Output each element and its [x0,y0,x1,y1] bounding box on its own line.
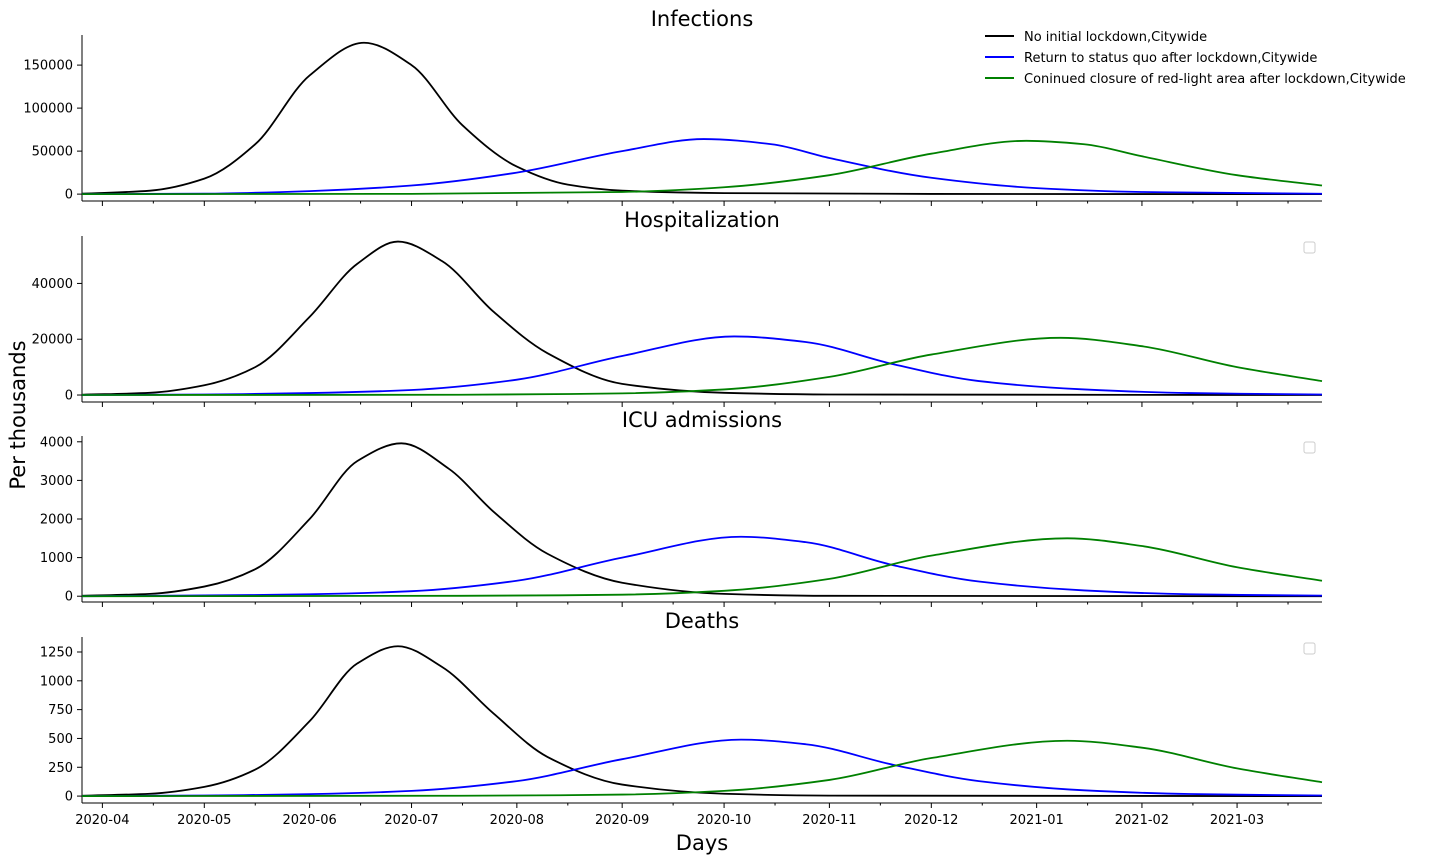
panel-title-infections: Infections [651,7,754,31]
y-tick-label-deaths: 750 [48,703,73,718]
x-tick-label: 2020-06 [282,813,336,828]
y-tick-label-hospitalization: 20000 [32,333,73,348]
empty-legend-box-deaths [1303,642,1316,655]
y-tick-label-deaths: 250 [48,761,73,776]
legend: No initial lockdown,Citywide Return to s… [985,30,1406,87]
x-tick-label: 2020-10 [697,813,751,828]
series-line-return-to-status-quo-after-lockdown-citywide [81,335,1323,396]
y-tick-label-deaths: 500 [48,732,73,747]
series-line-coninued-closure-of-red-light-area-after-lockdown-citywide [81,336,1323,396]
x-tick-label: 2020-11 [802,813,856,828]
panel-title-deaths: Deaths [665,609,739,633]
series-line-return-to-status-quo-after-lockdown-citywide [81,138,1323,196]
x-tick-label: 2020-05 [177,813,231,828]
legend-label-no-lockdown: No initial lockdown,Citywide [1024,30,1207,45]
y-tick-label-infections: 50000 [32,145,73,160]
panels: Infections050000100000150000Hospitalizat… [23,7,1323,828]
x-tick-label: 2020-08 [490,813,544,828]
series-line-return-to-status-quo-after-lockdown-citywide [81,738,1323,797]
series-line-no-initial-lockdown-citywide [81,240,1323,396]
panel-hospitalization: Hospitalization 0 20000 40000 [32,208,1323,407]
y-tick-label-infections: 100000 [23,102,73,117]
x-tick-label: 2021-02 [1115,813,1169,828]
x-tick-label: 2020-04 [75,813,129,828]
series-line-no-initial-lockdown-citywide [81,442,1323,598]
y-tick-label-icu-admissions: 2000 [40,513,73,528]
panel-icu-admissions: ICU admissions 0 1000 2000 3000 4000 [40,408,1323,607]
empty-legend-box-icu-admissions [1303,441,1316,454]
legend-label-status-quo: Return to status quo after lockdown,City… [1024,51,1317,66]
y-tick-label-deaths: 1250 [40,645,73,660]
y-tick-label-deaths: 0 [65,790,73,805]
panel-infections: Infections 0 50000 100000 150000 [23,7,1323,206]
panel-title-icu-admissions: ICU admissions [622,408,782,432]
series-line-return-to-status-quo-after-lockdown-citywide [81,535,1323,598]
y-tick-label-icu-admissions: 0 [65,590,73,605]
y-tick-label-infections: 0 [65,188,73,203]
series-line-coninued-closure-of-red-light-area-after-lockdown-citywide [81,739,1323,797]
series-line-coninued-closure-of-red-light-area-after-lockdown-citywide [81,537,1323,598]
x-tick-label: 2020-07 [384,813,438,828]
x-tick-label: 2021-03 [1210,813,1264,828]
series-line-no-initial-lockdown-citywide [81,645,1323,797]
y-axis-label: Per thousands [6,340,30,489]
x-tick-label: 2020-12 [904,813,958,828]
panel-title-hospitalization: Hospitalization [624,208,780,232]
x-tick-label: 2021-01 [1009,813,1063,828]
series-line-coninued-closure-of-red-light-area-after-lockdown-citywide [81,139,1323,196]
y-tick-label-icu-admissions: 4000 [40,435,73,450]
x-tick-label: 2020-09 [595,813,649,828]
empty-legend-box-hospitalization [1303,241,1316,254]
y-tick-label-icu-admissions: 3000 [40,474,73,489]
x-axis-label: Days [676,831,728,855]
y-tick-label-hospitalization: 40000 [32,277,73,292]
series-line-no-initial-lockdown-citywide [81,41,1323,196]
y-tick-label-hospitalization: 0 [65,389,73,404]
y-tick-label-infections: 150000 [23,59,73,74]
y-tick-label-deaths: 1000 [40,674,73,689]
legend-label-red-light: Coninued closure of red-light area after… [1024,72,1406,87]
panel-deaths: Deaths 0 250 500 750 1000 1250 2020-04 2020-05 20… [40,609,1323,828]
y-tick-label-icu-admissions: 1000 [40,551,73,566]
